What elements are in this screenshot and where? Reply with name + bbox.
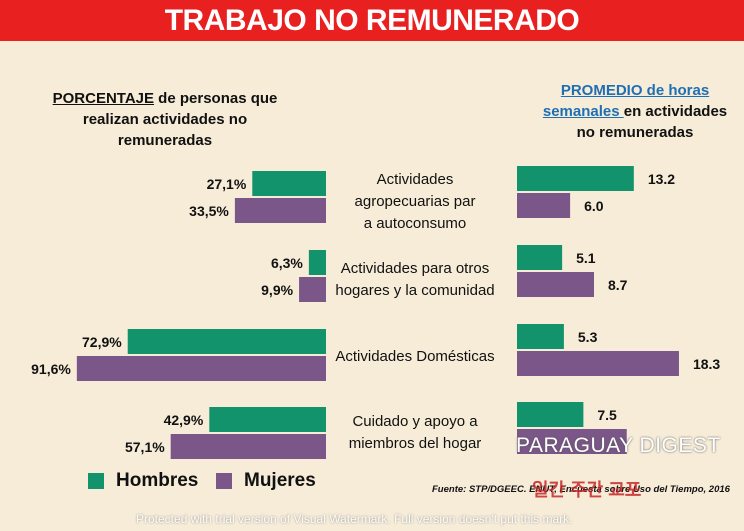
category-label-0-line-0: Actividades [377,171,454,188]
left-label-hombres-3: 42,9% [164,412,204,428]
title-banner: TRABAJO NO REMUNERADO [0,0,744,41]
right-header: PROMEDIO de horas semanales en actividad… [535,80,735,143]
right-label-hombres-0: 13.2 [648,171,675,187]
legend-hombres-swatch [88,473,104,489]
left-label-hombres-1: 6,3% [271,255,303,271]
left-bar-mujeres-2 [76,356,327,381]
left-bar-mujeres-0 [234,198,326,223]
right-bar-hombres-0 [517,166,634,191]
left-label-hombres-0: 27,1% [207,176,247,192]
right-bar-hombres-3 [517,402,584,427]
right-label-hombres-1: 5.1 [576,250,596,266]
right-bar-mujeres-1 [517,272,594,297]
category-label-1-line-0: Actividades para otros [341,260,489,277]
chart-title: TRABAJO NO REMUNERADO [164,3,580,37]
left-header: PORCENTAJE de personas que realizan acti… [40,88,290,151]
right-header-rest: en actividades no remuneradas [576,103,728,141]
category-label-1: Actividades para otros hogares y la comun… [335,260,494,299]
category-label-3-line-0: Cuidado y apoyo a [352,413,478,430]
legend-mujeres-label: Mujeres [244,470,316,491]
category-label-1-line-1: hogares y la comunidad [335,282,494,299]
left-label-mujeres-3: 57,1% [125,439,165,455]
category-label-2: Actividades Domésticas [335,348,494,365]
category-label-2-line-0: Actividades Domésticas [335,348,494,365]
right-label-mujeres-0: 6.0 [584,198,604,214]
legend-mujeres: Mujeres [216,470,316,492]
left-bar-mujeres-3 [170,434,326,459]
right-bar-hombres-2 [517,324,564,349]
right-bar-mujeres-2 [517,351,679,376]
category-label-3-line-1: miembros del hogar [349,435,482,452]
right-label-hombres-3: 7.5 [597,407,617,423]
source-note: Fuente: STP/DGEEC. ENUT, Encuesta sobre … [432,484,730,495]
category-label-3: Cuidado y apoyo a miembros del hogar [349,413,482,452]
right-bar-mujeres-0 [517,193,571,218]
category-label-0: Actividades agropecuarias par a autoconsum… [355,171,476,232]
watermark-paraguay-digest: PARAGUAY DIGEST [516,434,721,457]
right-header-underlined: PROMEDIO de horas semanales [542,82,710,120]
right-label-mujeres-1: 8.7 [608,277,628,293]
legend-hombres-label: Hombres [116,470,199,491]
category-label-0-line-1: agropecuarias par [355,193,476,210]
left-label-hombres-2: 72,9% [82,334,122,350]
watermark-korean: 일간 주간 교포 [532,480,642,500]
left-label-mujeres-2: 91,6% [31,361,71,377]
left-bar-hombres-1 [308,250,326,275]
left-bar-hombres-0 [252,171,326,196]
right-bar-hombres-1 [517,245,563,270]
right-label-mujeres-2: 18.3 [693,356,720,372]
legend-mujeres-swatch [216,473,232,489]
watermark-trial-notice: Protected with trial version of Visual W… [136,512,573,526]
legend-hombres: Hombres [88,470,198,492]
right-label-hombres-2: 5.3 [578,329,598,345]
left-bar-mujeres-1 [299,277,326,302]
left-label-mujeres-1: 9,9% [261,282,293,298]
left-bar-hombres-2 [127,329,326,354]
left-bar-hombres-3 [209,407,326,432]
right-bar-mujeres-3 [517,429,627,454]
category-label-0-line-2: a autoconsumo [364,215,467,232]
left-header-underlined: PORCENTAJE [52,90,155,107]
left-label-mujeres-0: 33,5% [189,203,229,219]
left-header-rest: de personas que realizan actividades no … [82,90,278,149]
